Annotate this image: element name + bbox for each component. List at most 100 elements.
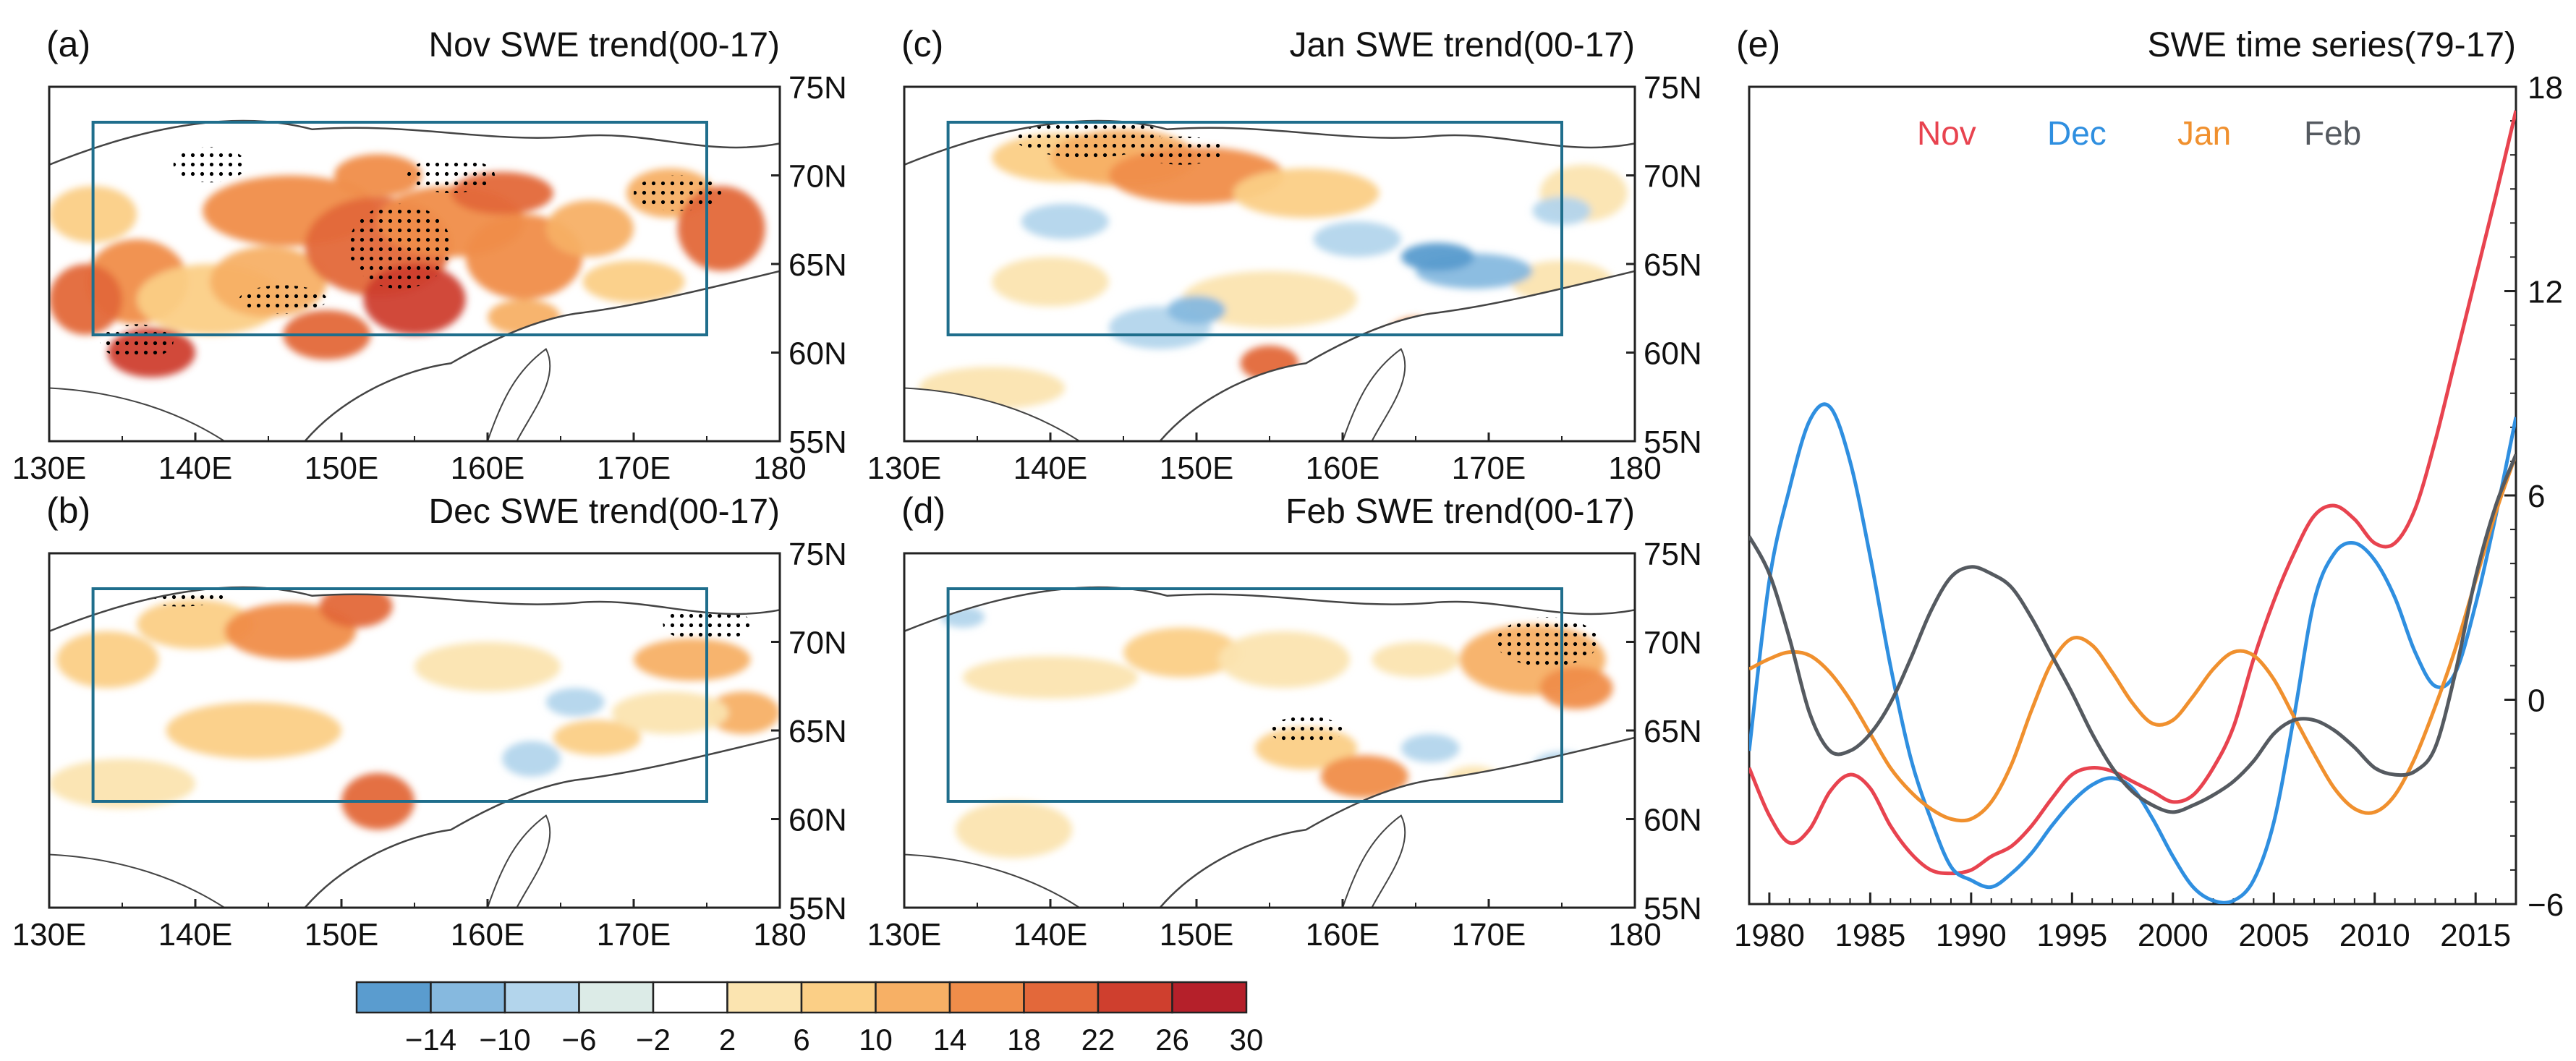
- colorbar-label: −2: [636, 1023, 671, 1057]
- trend-patch: [634, 638, 751, 681]
- x-tick-label: 2005: [2238, 918, 2309, 953]
- significance-stipple: [349, 203, 451, 289]
- significance-stipple: [1496, 617, 1599, 667]
- lat-tick-label: 65N: [788, 247, 847, 283]
- lon-tick-label: 180: [753, 451, 806, 486]
- colorbar: −14 −10 −6 −2 2 6 10 14 18 22 26 30: [355, 981, 1263, 1057]
- colorbar-swatch: [1023, 981, 1100, 1014]
- y-tick-label: 12: [2528, 275, 2563, 310]
- significance-stipple: [100, 324, 174, 360]
- series-line-jan: [1749, 453, 2516, 823]
- ocean-mask: [49, 553, 780, 908]
- lon-tick-label: 180: [1608, 451, 1661, 486]
- study-region-box: [91, 121, 709, 336]
- map-title-b: Dec SWE trend(00-17): [428, 493, 780, 531]
- colorbar-swatch: [726, 981, 803, 1014]
- trend-patch: [1181, 270, 1358, 328]
- lat-tick-label: 70N: [1644, 159, 1702, 195]
- trend-patch: [553, 720, 642, 756]
- panel-tag-c: (c): [901, 24, 943, 64]
- lat-tick-label: 70N: [788, 159, 847, 195]
- colorbar-label: 10: [859, 1023, 893, 1057]
- significance-stipple: [239, 285, 327, 314]
- map-panel-feb: (d) Feb SWE trend(00-17) 130E 140E 150E 160E 1…: [867, 490, 1702, 953]
- lat-tick-label: 75N: [788, 70, 847, 106]
- legend: Nov Dec Jan Feb: [1917, 114, 2361, 152]
- colorbar-swatch: [875, 981, 951, 1014]
- legend-label-dec: Dec: [2047, 114, 2107, 152]
- lon-tick-label: 170E: [597, 451, 671, 486]
- trend-patch: [49, 759, 195, 809]
- y-tick-label: 0: [2528, 683, 2545, 719]
- ocean-mask: [904, 87, 1635, 441]
- panel-tag-e: (e): [1736, 24, 1780, 64]
- study-region-box: [946, 121, 1563, 336]
- colorbar-swatch: [578, 981, 655, 1014]
- trend-patch: [1372, 642, 1460, 678]
- lat-tick-label: 55N: [788, 891, 847, 926]
- trend-field: [49, 585, 780, 901]
- lon-tick-label: 140E: [158, 917, 233, 953]
- trend-patch: [137, 599, 254, 649]
- lon-tick-label: 150E: [1160, 451, 1234, 486]
- trend-patch-negative: [502, 741, 561, 777]
- trend-patch: [611, 691, 729, 734]
- trend-patch: [1539, 666, 1613, 710]
- significance-stipple: [1138, 136, 1226, 165]
- series-line-nov: [1749, 110, 2516, 876]
- trend-patch: [319, 585, 393, 628]
- colorbar-swatch: [1097, 981, 1173, 1014]
- lon-tick-label: 150E: [305, 917, 379, 953]
- colorbar-swatch: [430, 981, 506, 1014]
- time-series-panel: (e) SWE time series(79-17) 1980 1985 1990 1…: [1734, 24, 2564, 953]
- lat-tick-label: 65N: [1644, 247, 1702, 283]
- lon-tick-label: 160E: [451, 451, 525, 486]
- colorbar-label: −10: [479, 1023, 530, 1057]
- trend-patch: [166, 702, 341, 759]
- trend-patch: [56, 631, 159, 689]
- trend-patch-negative: [1400, 242, 1474, 271]
- study-region-box: [946, 587, 1563, 803]
- panel-tag-d: (d): [901, 490, 945, 531]
- trend-patch: [415, 642, 561, 692]
- lat-tick-label: 60N: [788, 803, 847, 838]
- trend-patch-negative: [1400, 733, 1460, 763]
- trend-patch: [962, 656, 1139, 699]
- legend-label-jan: Jan: [2177, 114, 2231, 152]
- y-tick-label: 6: [2528, 479, 2545, 514]
- map-title-c: Jan SWE trend(00-17): [1289, 26, 1635, 64]
- map-panel-nov: (a) Nov SWE trend(00-17) 130E 140E 150E 160E 1…: [12, 24, 847, 486]
- colorbar-label: −14: [405, 1023, 456, 1057]
- colorbar-swatch: [355, 981, 432, 1014]
- lat-tick-label: 60N: [1644, 336, 1702, 372]
- lat-tick-label: 65N: [788, 714, 847, 749]
- lon-tick-label: 140E: [1013, 451, 1088, 486]
- series-line-dec: [1749, 402, 2516, 904]
- lat-tick-label: 55N: [788, 425, 847, 460]
- ocean-mask: [904, 553, 1635, 908]
- lon-tick-label: 170E: [1452, 917, 1526, 953]
- y-axis-right: −6 0 6 12 18: [2504, 70, 2564, 923]
- x-tick-label: 2010: [2339, 918, 2410, 953]
- colorbar-swatch: [503, 981, 580, 1014]
- lon-tick-label: 170E: [597, 917, 671, 953]
- colorbar-label: 26: [1155, 1023, 1189, 1057]
- lat-tick-label: 55N: [1644, 891, 1702, 926]
- lat-tick-label: 70N: [1644, 626, 1702, 661]
- lon-tick-label: 160E: [451, 917, 525, 953]
- colorbar-swatch: [800, 981, 877, 1014]
- ocean-mask: [49, 87, 780, 441]
- significance-stipple: [1270, 716, 1343, 745]
- trend-patch: [49, 264, 122, 335]
- trend-patch: [992, 257, 1109, 307]
- x-tick-label: 2000: [2138, 918, 2209, 953]
- trend-patch: [1233, 168, 1380, 218]
- lon-tick-label: 160E: [1306, 451, 1380, 486]
- colorbar-label: 14: [933, 1023, 967, 1057]
- lat-tick-label: 75N: [1644, 537, 1702, 572]
- colorbar-label: 6: [793, 1023, 809, 1057]
- lat-tick-label: 60N: [1644, 803, 1702, 838]
- colorbar-label: 18: [1007, 1023, 1041, 1057]
- trend-patch: [1123, 627, 1241, 678]
